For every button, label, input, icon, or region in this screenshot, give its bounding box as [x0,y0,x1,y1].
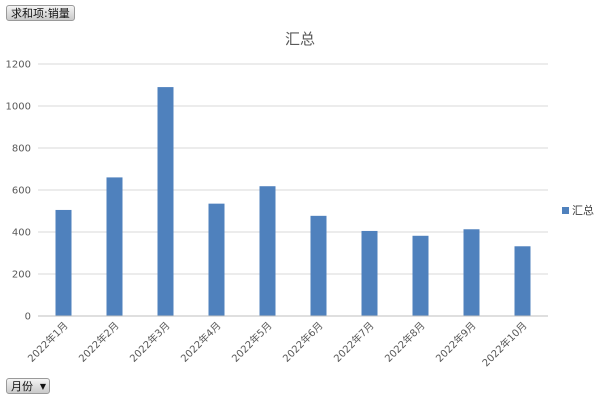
bar [412,235,429,316]
x-tick-label: 2022年5月 [229,319,275,365]
y-tick-label: 1000 [6,102,31,113]
x-tick-label: 2022年9月 [433,319,479,365]
x-tick-label: 2022年1月 [25,319,71,365]
legend-label: 汇总 [572,204,594,217]
x-tick-label: 2022年4月 [178,319,224,365]
gridlines [38,63,548,275]
bar [361,230,378,316]
bar [310,215,327,316]
x-tick-label: 2022年7月 [331,319,377,365]
bars [55,87,531,316]
y-tick-label: 200 [12,270,31,281]
x-tick-label: 2022年2月 [76,319,122,365]
y-axis: 0 200 400 600 800 1000 1200 [6,60,31,323]
y-tick-label: 800 [12,144,31,155]
chart-title: 汇总 [284,30,315,48]
bar [208,203,225,316]
y-tick-label: 0 [25,312,31,323]
month-field-dropdown[interactable]: 月份 ▼ [6,378,50,394]
bar [106,177,123,316]
chevron-down-icon[interactable]: ▼ [39,382,46,391]
y-tick-label: 600 [12,186,31,197]
y-tick-label: 400 [12,228,31,239]
x-tick-label: 2022年6月 [280,319,326,365]
bar [514,246,531,316]
bar [55,209,72,316]
bar [259,186,276,316]
legend: 汇总 [562,202,594,218]
value-field-button[interactable]: 求和项:销量 [6,5,75,21]
x-axis: 2022年1月 2022年2月 2022年3月 2022年4月 2022年5月 2022年… [25,319,530,369]
y-tick-label: 1200 [6,60,31,71]
month-field-label: 月份 [11,380,33,393]
bar [463,229,480,316]
x-tick-label: 2022年8月 [382,319,428,365]
legend-swatch [562,207,569,214]
bar [157,87,174,316]
x-tick-label: 2022年3月 [127,319,173,365]
x-tick-label: 2022年10月 [479,319,529,369]
